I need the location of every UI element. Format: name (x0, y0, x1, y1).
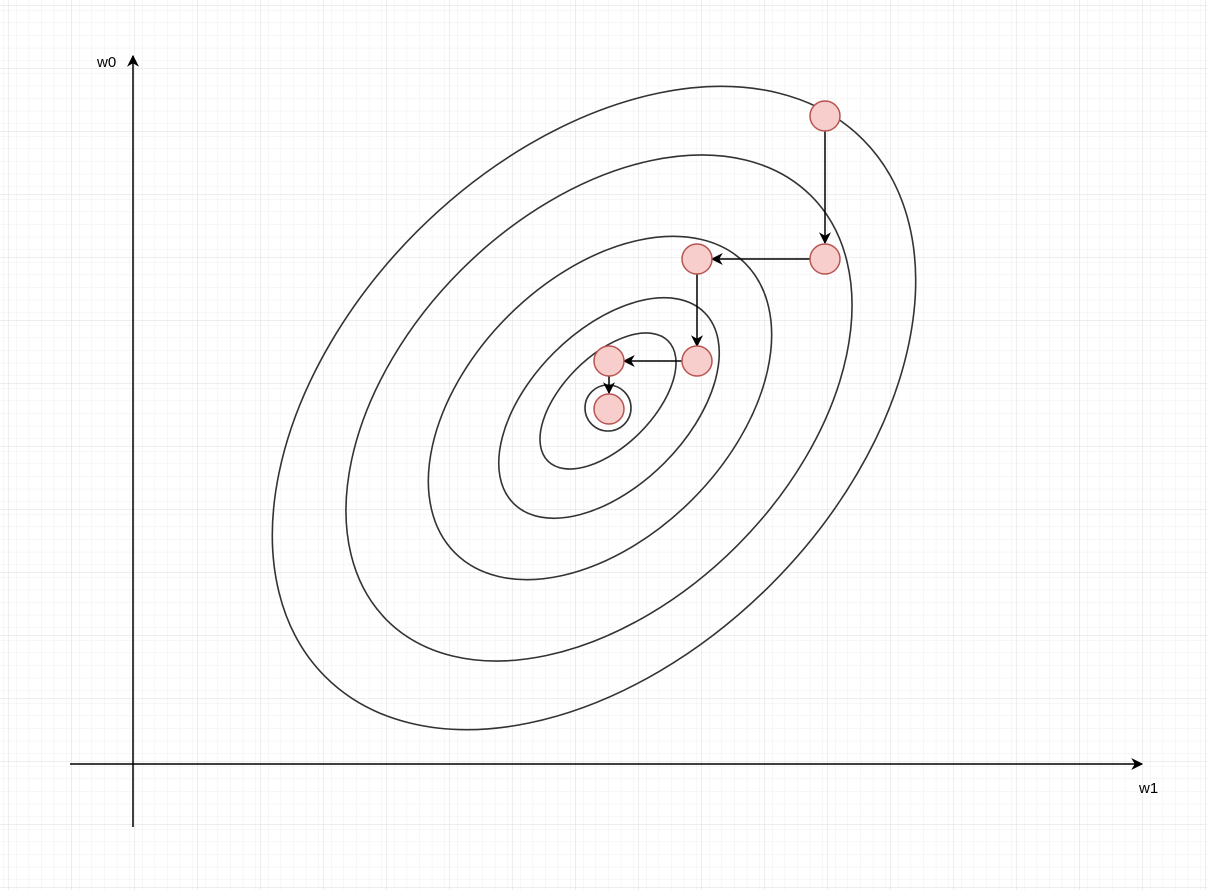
contours (271, 85, 917, 731)
y-axis-label: w0 (96, 54, 116, 71)
steps (603, 131, 831, 395)
contour (497, 296, 721, 520)
point (809, 100, 841, 132)
point (681, 243, 713, 275)
contour (271, 85, 917, 731)
points (593, 100, 841, 425)
x-axis-label: w1 (1138, 780, 1158, 797)
point (809, 243, 841, 275)
contour (427, 235, 773, 581)
point (593, 345, 625, 377)
point (593, 393, 625, 425)
contour (539, 332, 677, 470)
point (681, 345, 713, 377)
contour (345, 154, 853, 662)
